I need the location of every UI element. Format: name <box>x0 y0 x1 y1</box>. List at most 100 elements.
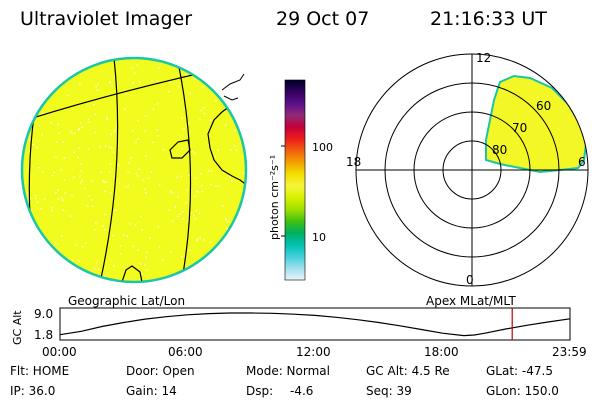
speckle <box>38 167 40 169</box>
altitude-chart: GC Alt 9.0 1.8 00:00 06:00 12:00 18:00 2… <box>11 307 587 359</box>
speckle <box>195 190 198 192</box>
speckle <box>137 175 139 177</box>
speckle <box>81 126 83 128</box>
polar-panel: 12 18 6 0 60 70 80 Apex MLat/MLT <box>346 51 589 308</box>
speckle <box>135 172 138 175</box>
speckle <box>225 218 227 220</box>
speckle <box>196 239 198 242</box>
speckle <box>226 228 228 230</box>
speckle <box>130 157 132 159</box>
speckle <box>58 132 60 134</box>
speckle <box>202 85 204 88</box>
speckle <box>79 175 81 177</box>
speckle <box>170 251 172 253</box>
speckle <box>144 188 146 190</box>
speckle <box>98 268 100 270</box>
speckle <box>242 172 245 174</box>
status-panel: Flt: HOME IP: 36.0 Door: Open Gain: 14 M… <box>10 364 559 398</box>
speckle <box>36 146 38 149</box>
speckle <box>131 67 134 69</box>
speckle <box>94 113 96 116</box>
status-mode: Mode: Normal <box>246 364 330 378</box>
speckle <box>63 157 66 159</box>
speckle <box>102 225 104 227</box>
speckle <box>149 237 151 239</box>
speckle <box>111 147 113 149</box>
speckle <box>135 141 137 143</box>
speckle <box>203 107 205 109</box>
speckle <box>110 133 112 136</box>
speckle <box>180 175 183 177</box>
coastline-south <box>121 265 143 281</box>
speckle <box>137 138 139 140</box>
speckle <box>40 207 42 210</box>
speckle <box>196 238 198 240</box>
geo-panel: Geographic Lat/Lon <box>20 56 248 308</box>
speckle <box>199 237 201 239</box>
speckle <box>80 163 83 165</box>
speckle <box>144 264 146 266</box>
speckle <box>113 265 115 267</box>
speckle <box>231 180 233 182</box>
speckle <box>134 72 136 75</box>
speckle <box>32 144 34 146</box>
speckle <box>36 201 39 203</box>
speckle <box>199 118 201 121</box>
speckle <box>181 147 184 150</box>
speckle <box>186 265 188 268</box>
speckle <box>214 156 217 158</box>
speckle <box>201 190 203 193</box>
speckle <box>79 83 81 85</box>
speckle <box>62 199 64 201</box>
speckle <box>185 73 188 76</box>
speckle <box>84 187 86 190</box>
speckle <box>210 170 213 172</box>
status-glat: GLat: -47.5 <box>486 364 553 378</box>
speckle <box>67 94 70 97</box>
speckle <box>186 189 188 191</box>
speckle <box>104 190 106 193</box>
speckle <box>71 259 74 261</box>
status-seq: Seq: 39 <box>366 384 412 398</box>
speckle <box>106 118 108 120</box>
speckle <box>150 171 153 173</box>
mlt-label-6: 6 <box>578 155 586 169</box>
coastline-outer <box>221 73 245 101</box>
speckle <box>57 123 59 126</box>
speckle <box>61 235 63 237</box>
speckle <box>74 243 77 246</box>
speckle <box>57 198 59 200</box>
status-flight: Flt: HOME <box>10 364 69 378</box>
speckle <box>95 222 97 224</box>
speckle <box>191 151 193 153</box>
colorbar-gradient <box>284 79 306 281</box>
altitude-series-layer <box>59 308 571 340</box>
mlt-label-12: 12 <box>476 51 491 65</box>
speckle <box>127 171 129 174</box>
speckle <box>124 108 126 110</box>
speckle <box>100 171 102 174</box>
speckle <box>177 196 179 198</box>
speckle <box>168 90 170 93</box>
speckle <box>207 170 210 172</box>
speckle <box>73 176 75 178</box>
speckle <box>193 78 196 80</box>
speckle <box>77 156 79 159</box>
speckle <box>108 170 111 173</box>
longitude-line-2 <box>97 59 119 281</box>
speckle <box>34 195 37 197</box>
speckle <box>80 170 83 172</box>
mlt-label-18: 18 <box>346 155 361 169</box>
speckle-layer <box>26 64 245 279</box>
speckle <box>104 213 106 216</box>
speckle <box>41 171 44 173</box>
speckle <box>109 192 112 194</box>
speckle <box>125 186 127 188</box>
speckle <box>179 213 181 215</box>
status-gain: Gain: 14 <box>126 384 177 398</box>
speckle <box>169 81 171 83</box>
speckle <box>200 109 202 112</box>
speckle <box>51 209 53 212</box>
speckle <box>41 134 43 136</box>
speckle <box>194 177 197 179</box>
